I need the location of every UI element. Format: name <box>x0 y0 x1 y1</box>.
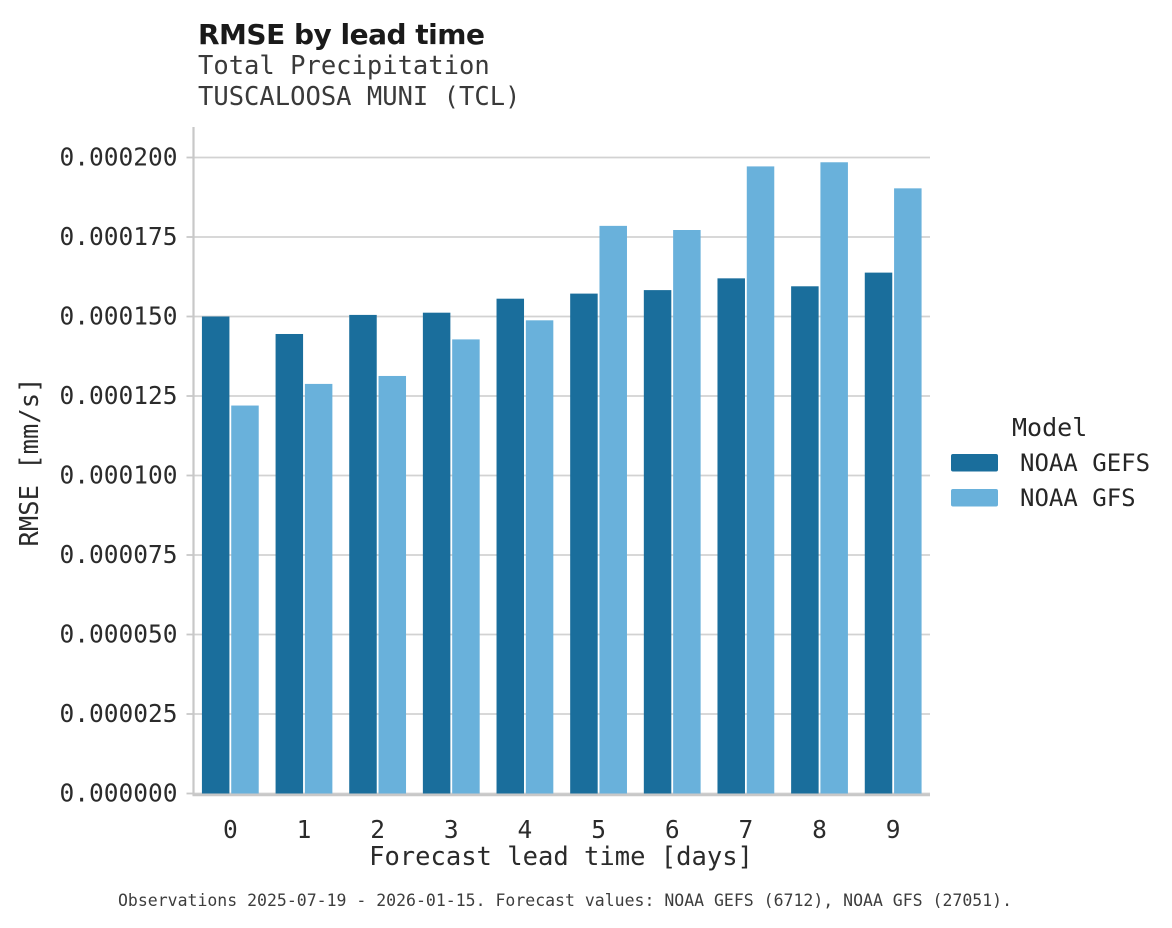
x-tick-label: 3 <box>444 815 459 844</box>
bar-noaa-gefs-lead-6 <box>643 290 672 794</box>
legend: Model NOAA GEFS NOAA GFS <box>951 413 1150 512</box>
bar-noaa-gefs-lead-1 <box>275 333 304 794</box>
y-axis-title: RMSE [mm/s] <box>15 378 45 547</box>
x-tick-label: 1 <box>297 815 312 844</box>
x-tick-label: 5 <box>591 815 606 844</box>
bar-noaa-gefs-lead-0 <box>201 316 230 794</box>
axis-layer: 0.000000 0.000025 0.000050 0.000075 0.000100… <box>59 127 930 844</box>
bar-noaa-gefs-lead-8 <box>791 286 819 794</box>
bar-noaa-gfs-lead-4 <box>525 320 554 794</box>
chart-subtitle-variable: Total Precipitation <box>198 51 490 81</box>
legend-label-noaa-gfs: NOAA GFS <box>1020 484 1136 512</box>
x-tick-label: 9 <box>886 815 901 844</box>
bar-noaa-gfs-lead-9 <box>894 188 922 794</box>
y-tick-label: 0.000075 <box>59 540 177 569</box>
legend-title: Model <box>1012 413 1087 442</box>
y-tick-label: 0.000175 <box>59 222 177 251</box>
legend-swatch-noaa-gefs-icon <box>951 454 998 472</box>
bar-noaa-gefs-lead-7 <box>717 278 745 794</box>
chart-caption: Observations 2025-07-19 - 2026-01-15. Fo… <box>118 891 1012 910</box>
bar-noaa-gefs-lead-2 <box>349 314 377 794</box>
y-tick-label: 0.000200 <box>59 143 177 172</box>
page-title: RMSE by lead time <box>198 18 484 51</box>
bar-noaa-gefs-lead-3 <box>422 312 451 794</box>
y-tick-label: 0.000125 <box>59 381 177 410</box>
legend-swatch-noaa-gfs-icon <box>951 489 998 507</box>
x-tick-label: 0 <box>223 815 238 844</box>
bar-noaa-gefs-lead-9 <box>864 272 893 794</box>
y-tick-label: 0.000050 <box>59 620 177 649</box>
bar-noaa-gfs-lead-0 <box>231 405 259 794</box>
bar-noaa-gfs-lead-3 <box>452 339 480 794</box>
bar-noaa-gfs-lead-2 <box>378 375 407 794</box>
y-tick-label: 0.000150 <box>59 302 177 331</box>
chart-subtitle-station: TUSCALOOSA MUNI (TCL) <box>198 82 520 112</box>
bar-noaa-gfs-lead-1 <box>304 383 333 794</box>
bars-layer <box>201 162 922 794</box>
y-tick-label: 0.000100 <box>59 461 177 490</box>
x-tick-label: 6 <box>665 815 680 844</box>
bar-noaa-gfs-lead-6 <box>673 230 701 794</box>
y-tick-label: 0.000000 <box>59 779 177 808</box>
grid-layer <box>193 156 930 795</box>
y-tick-label: 0.000025 <box>59 699 177 728</box>
x-tick-label: 7 <box>738 815 753 844</box>
legend-label-noaa-gefs: NOAA GEFS <box>1020 449 1150 477</box>
bar-noaa-gfs-lead-8 <box>820 162 848 794</box>
x-axis-title: Forecast lead time [days] <box>369 842 753 872</box>
bar-noaa-gfs-lead-7 <box>746 166 775 794</box>
bar-noaa-gfs-lead-5 <box>599 225 627 794</box>
x-tick-label: 2 <box>370 815 385 844</box>
x-tick-label: 8 <box>812 815 827 844</box>
x-tick-label: 4 <box>518 815 533 844</box>
bar-noaa-gefs-lead-4 <box>496 298 525 794</box>
bar-noaa-gefs-lead-5 <box>570 293 598 794</box>
